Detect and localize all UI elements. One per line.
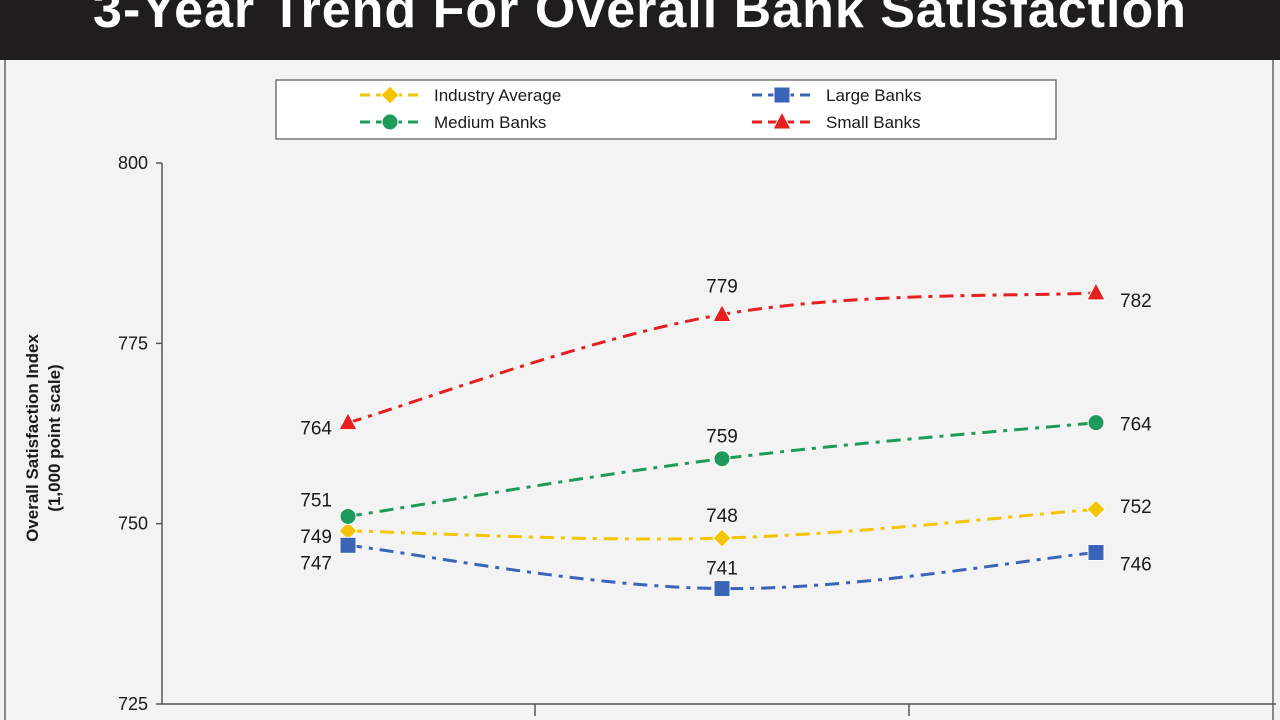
point-large-banks-3 <box>1087 544 1105 562</box>
y-tick-label-775: 775 <box>118 333 148 353</box>
y-tick-label-750: 750 <box>118 514 148 534</box>
data-label-small-banks-1: 764 <box>300 419 332 440</box>
legend-label-large-banks: Large Banks <box>826 86 921 105</box>
point-large-banks-1 <box>339 536 357 554</box>
point-medium-banks-3 <box>1087 414 1105 432</box>
y-axis-title: Overall Satisfaction Index <box>23 334 42 542</box>
point-large-banks-2 <box>713 580 731 598</box>
point-medium-banks-1 <box>339 507 357 525</box>
legend-marker-large-banks <box>773 86 791 104</box>
data-label-medium-banks-2: 759 <box>706 427 738 448</box>
legend-label-small-banks: Small Banks <box>826 113 920 132</box>
data-label-small-banks-2: 779 <box>706 276 738 297</box>
point-medium-banks-2 <box>713 450 731 468</box>
series-line-medium-banks <box>347 421 1097 518</box>
point-small-banks-3 <box>1086 281 1106 301</box>
data-label-small-banks-3: 782 <box>1120 291 1152 312</box>
data-label-medium-banks-3: 764 <box>1120 415 1152 436</box>
data-label-industry-average-3: 752 <box>1120 497 1152 518</box>
y-axis-subtitle: (1,000 point scale) <box>45 364 64 511</box>
y-tick-label-800: 800 <box>118 153 148 173</box>
chart-frame <box>4 60 1274 720</box>
chart-title: 3-Year Trend For Overall Bank Satisfacti… <box>93 0 1187 39</box>
legend-label-industry-average: Industry Average <box>434 86 561 105</box>
data-label-large-banks-1: 747 <box>300 553 332 574</box>
data-label-industry-average-2: 748 <box>706 506 738 527</box>
point-industry-average-2 <box>712 528 732 548</box>
data-label-medium-banks-1: 751 <box>300 490 332 511</box>
legend-label-medium-banks: Medium Banks <box>434 113 546 132</box>
data-label-large-banks-3: 746 <box>1120 555 1152 576</box>
legend-marker-industry-average <box>380 85 400 105</box>
point-industry-average-3 <box>1086 499 1106 519</box>
point-small-banks-2 <box>712 303 732 322</box>
title-bar: 3-Year Trend For Overall Bank Satisfacti… <box>0 0 1280 60</box>
data-label-industry-average-1: 749 <box>300 527 332 548</box>
legend-marker-small-banks <box>772 110 792 130</box>
data-label-large-banks-2: 741 <box>706 559 738 580</box>
legend-box <box>275 79 1057 140</box>
legend-marker-medium-banks <box>381 113 399 131</box>
y-tick-label-725: 725 <box>118 694 148 714</box>
point-small-banks-1 <box>338 411 358 431</box>
